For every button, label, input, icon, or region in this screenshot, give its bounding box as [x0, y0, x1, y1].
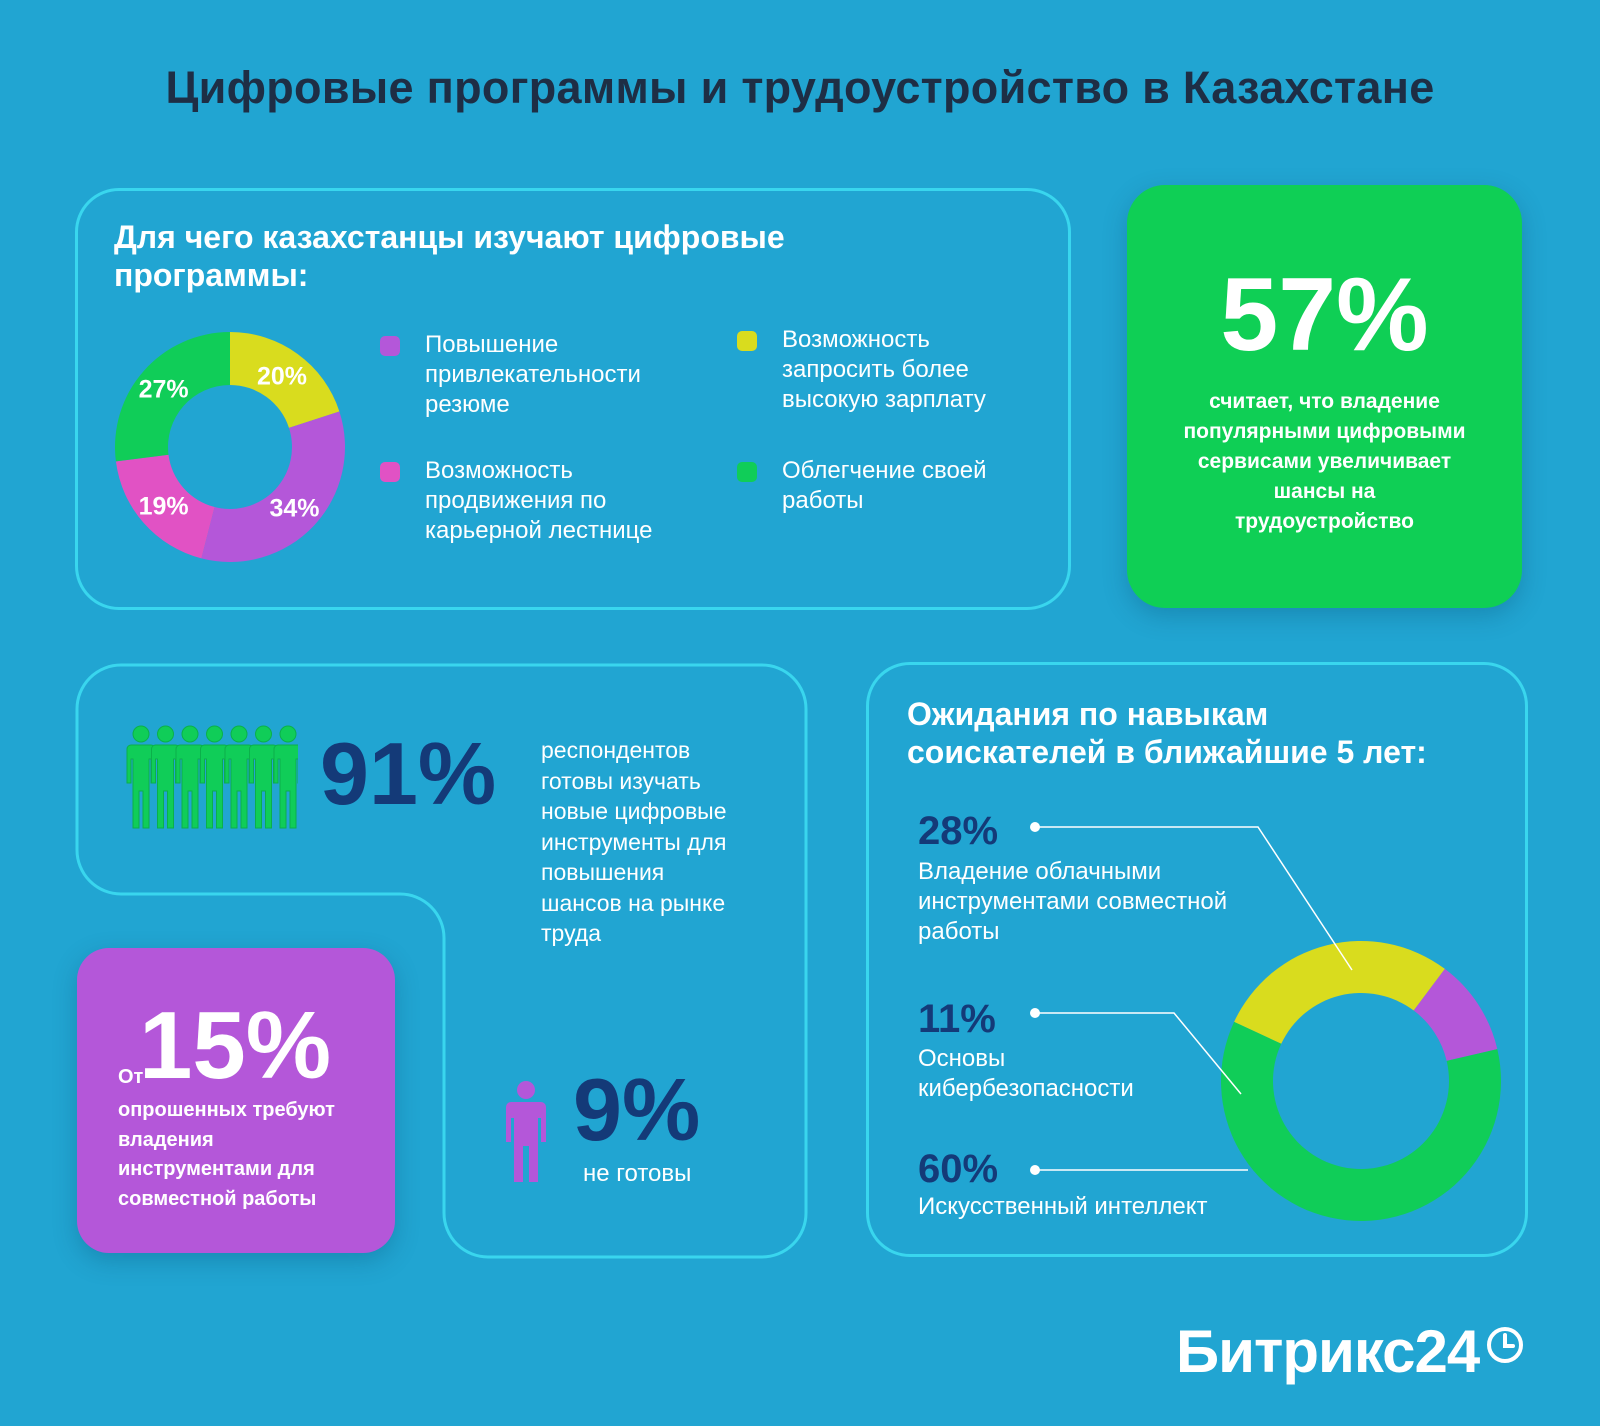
stat-15-text: опрошенных требуют владения инструментам… — [118, 1099, 335, 1210]
person-figure-head — [279, 725, 297, 743]
skills-panel — [866, 662, 1528, 1257]
callout-dot — [1030, 1008, 1040, 1018]
legend-swatch-yellow — [737, 331, 757, 351]
skill-label-cyber: Основы кибербезопасности — [918, 1044, 1134, 1104]
reasons-title-line-1: Для чего казахстанцы изучают цифровые — [114, 219, 785, 255]
person-figure-body — [273, 744, 298, 829]
stat-card-15: От 15% опрошенных требуют владения инстр… — [77, 948, 395, 1253]
legend-swatch-purple — [380, 336, 400, 356]
legend-label: Повышение привлекательности резюме — [425, 331, 641, 418]
legend-label: Возможность запросить более высокую зарп… — [782, 326, 986, 413]
donut-slice — [1221, 1021, 1501, 1221]
person-figure-head — [206, 725, 223, 743]
donut-slice — [201, 411, 345, 562]
skills-title-line-1: Ожидания по навыкам — [907, 696, 1269, 732]
donut-slice-label: 34% — [269, 495, 319, 523]
person-icon — [506, 1081, 546, 1182]
donut-slice — [1413, 968, 1498, 1061]
skills-panel-title: Ожидания по навыкам соискателей в ближай… — [907, 695, 1427, 771]
legend-swatch-pink — [380, 462, 400, 482]
skill-percent-cloud: 28% — [918, 809, 999, 853]
legend-label: Облегчение своей работы — [782, 457, 987, 514]
page-title: Цифровые программы и трудоустройство в К… — [165, 62, 1435, 113]
callout-dot — [1030, 1165, 1040, 1175]
legend-label: Возможность продвижения по карьерной лес… — [425, 457, 653, 544]
donut-slice-label: 19% — [139, 493, 189, 521]
donut-slice — [115, 332, 230, 462]
not-ready-percent: 9% — [573, 1060, 701, 1159]
reasons-donut-chart: 20% 34% 19% 27% — [115, 332, 345, 562]
callout-line — [1035, 826, 1353, 971]
stat-card-57: 57% считает, что владение популярными ци… — [1127, 185, 1522, 608]
stat-57-number: 57% — [1220, 257, 1429, 373]
callout-line — [1035, 1012, 1242, 1095]
stat-15-prefix: От — [118, 1066, 144, 1088]
skill-percent-ai: 60% — [918, 1147, 999, 1191]
person-figure-head — [157, 725, 174, 743]
skill-label-ai: Искусственный интеллект — [918, 1192, 1207, 1222]
donut-slice-label: 27% — [139, 375, 189, 403]
donut-slice — [115, 454, 215, 559]
reasons-title-line-2: программы: — [114, 257, 309, 293]
skill-label-line: кибербезопасности — [918, 1075, 1134, 1102]
person-figure-head — [132, 725, 150, 743]
skill-label-line: Основы — [918, 1045, 1006, 1072]
skills-title-line-2: соискателей в ближайшие 5 лет: — [907, 734, 1427, 770]
skill-label-line: инструментами совместной — [918, 888, 1228, 915]
stat-57-text: считает, что владение популярными цифров… — [1183, 390, 1466, 533]
legend-swatch-green — [737, 462, 757, 482]
stat-15-number: 15% — [139, 992, 332, 1099]
donut-slice — [230, 332, 340, 428]
person-figure-head — [255, 725, 272, 743]
person-figure-head — [230, 725, 248, 743]
reasons-panel-title: Для чего казахстанцы изучают цифровые пр… — [114, 218, 785, 294]
skill-label-line: Искусственный интеллект — [918, 1193, 1208, 1220]
donut-slice — [1234, 940, 1445, 1044]
reasons-panel — [75, 188, 1071, 610]
ready-description: респондентов готовы изучать новые цифров… — [541, 737, 727, 946]
brand-name: Битрикс24 — [1176, 1318, 1480, 1385]
ready-percent: 91% — [320, 724, 497, 823]
callout-dot — [1030, 822, 1040, 832]
skill-label-cloud: Владение облачными инструментами совмест… — [918, 857, 1227, 947]
group-of-people-icon — [126, 725, 298, 829]
skill-label-line: Владение облачными — [918, 858, 1162, 885]
skill-percent-cyber: 11% — [918, 997, 996, 1041]
person-figure-head — [181, 725, 199, 743]
skill-label-line: работы — [918, 918, 1000, 945]
not-ready-label: не готовы — [583, 1160, 692, 1187]
brand-logo: Битрикс24 — [1176, 1317, 1480, 1386]
clock-icon — [1487, 1327, 1523, 1363]
donut-slice-label: 20% — [257, 362, 307, 390]
